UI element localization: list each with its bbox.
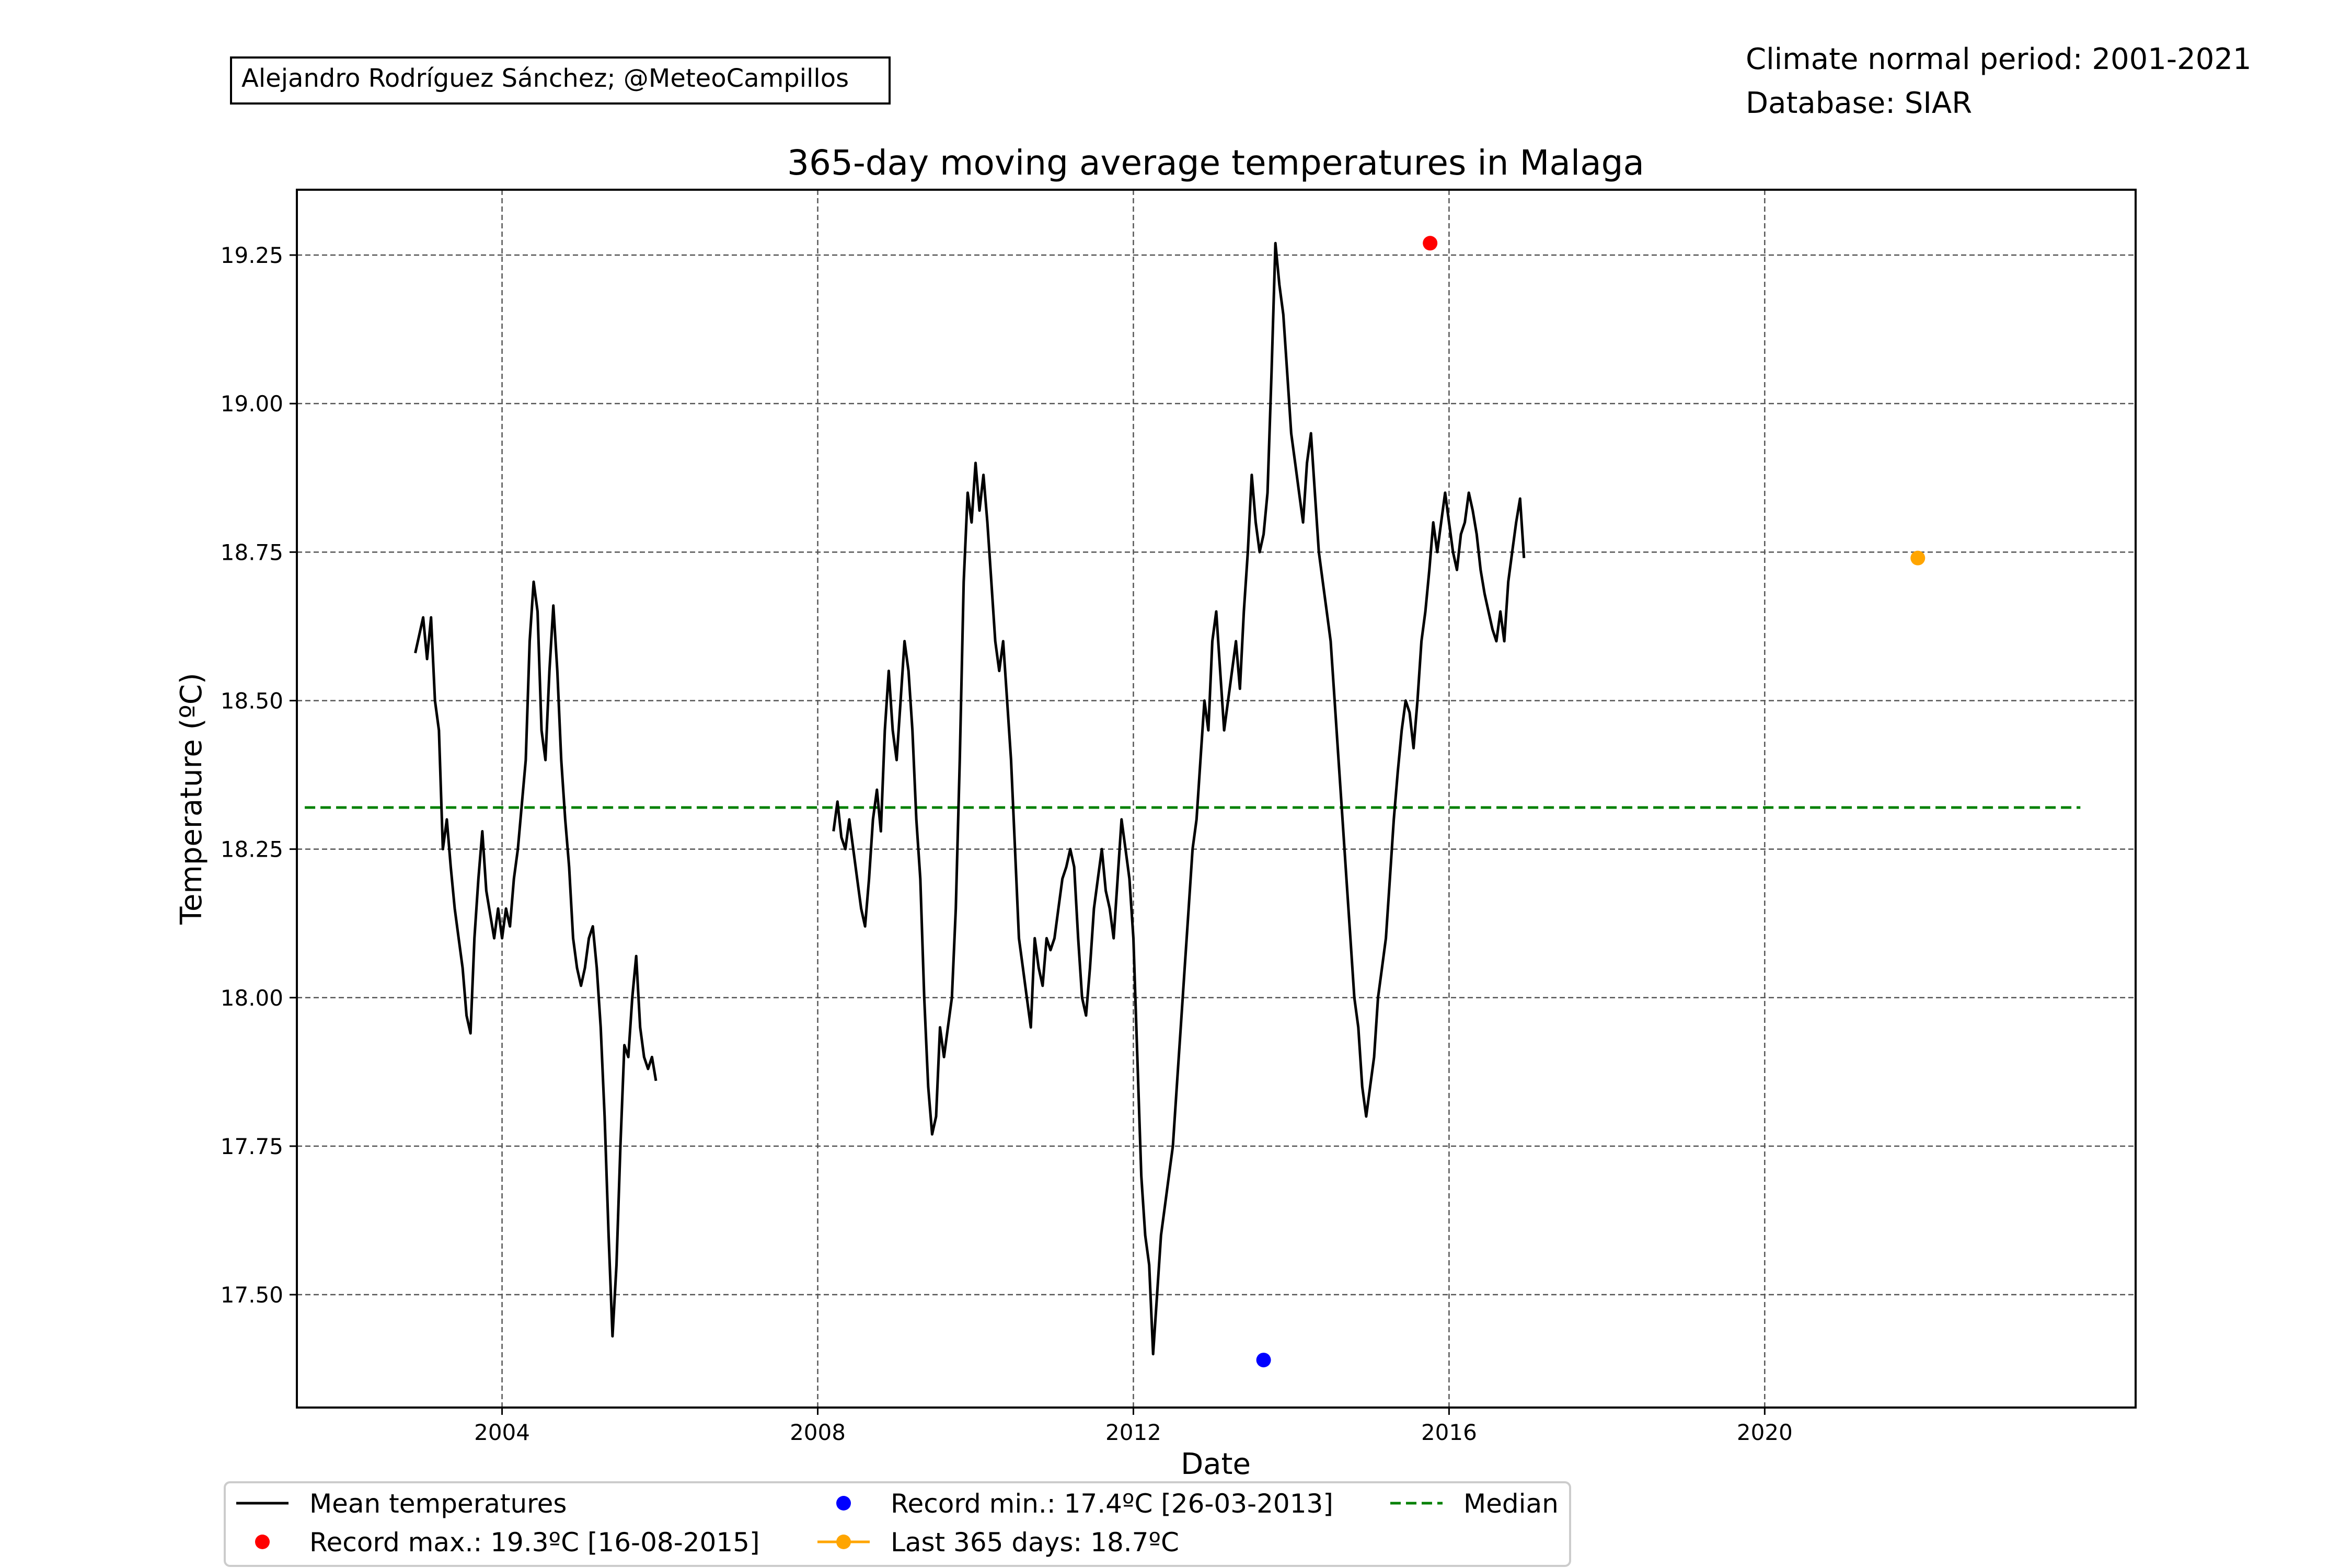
y-tick-label: 17.50 — [221, 1282, 283, 1308]
mean-temperature-series — [414, 241, 1526, 1356]
legend-mean-label: Mean temperatures — [309, 1489, 567, 1519]
last-365-point — [1910, 550, 1926, 566]
y-tick-label: 18.75 — [221, 539, 283, 565]
climate-period-label: Climate normal period: 2001-2021 — [1746, 42, 2252, 76]
y-tick-label: 19.25 — [221, 243, 283, 268]
x-tick-label: 2008 — [790, 1420, 846, 1445]
legend-last-365-swatch-dot — [836, 1535, 851, 1549]
x-axis-label: Date — [1181, 1447, 1251, 1481]
legend-record-max-label: Record max.: 19.3ºC [16-08-2015] — [309, 1527, 760, 1558]
author-box — [230, 56, 891, 105]
y-tick-label: 18.50 — [221, 688, 283, 713]
legend-record-min-label: Record min.: 17.4ºC [26-03-2013] — [891, 1489, 1333, 1519]
x-tick-label: 2004 — [474, 1420, 530, 1445]
y-axis-label: Temperature (ºC) — [175, 673, 209, 925]
legend-last-365-label: Last 365 days: 18.7ºC — [891, 1527, 1179, 1558]
mean-temperature-line — [832, 241, 1526, 1356]
legend-box — [224, 1481, 1571, 1567]
y-tick-label: 18.00 — [221, 985, 283, 1011]
x-tick-label: 2020 — [1737, 1420, 1793, 1445]
legend-median-label: Median — [1463, 1489, 1559, 1519]
y-axis-ticks: 17.50 17.75 18.00 18.25 18.50 18.75 19.00 19.25 — [221, 243, 297, 1308]
gridlines — [297, 190, 2136, 1408]
y-tick-label: 17.75 — [221, 1134, 283, 1159]
chart-title: 365-day moving average temperatures in M… — [787, 143, 1644, 183]
y-tick-label: 18.25 — [221, 837, 283, 862]
mean-temperature-line — [414, 580, 658, 1338]
y-tick-label: 19.00 — [221, 391, 283, 417]
x-tick-label: 2016 — [1421, 1420, 1477, 1445]
legend-record-max-swatch — [255, 1535, 270, 1549]
record-min-point — [1256, 1353, 1271, 1368]
x-axis-ticks: 2004 2008 2012 2016 2020 — [474, 1408, 1793, 1445]
database-label: Database: SIAR — [1746, 86, 1972, 120]
record-points — [1256, 236, 1926, 1368]
record-max-point — [1423, 236, 1438, 251]
x-tick-label: 2012 — [1105, 1420, 1161, 1445]
author-credit: Alejandro Rodríguez Sánchez; @MeteoCampi… — [241, 64, 849, 93]
plot-frame — [296, 189, 2137, 1409]
legend-record-min-swatch — [836, 1496, 851, 1511]
legend: Mean temperatures Record max.: 19.3ºC [1… — [224, 1481, 1571, 1567]
